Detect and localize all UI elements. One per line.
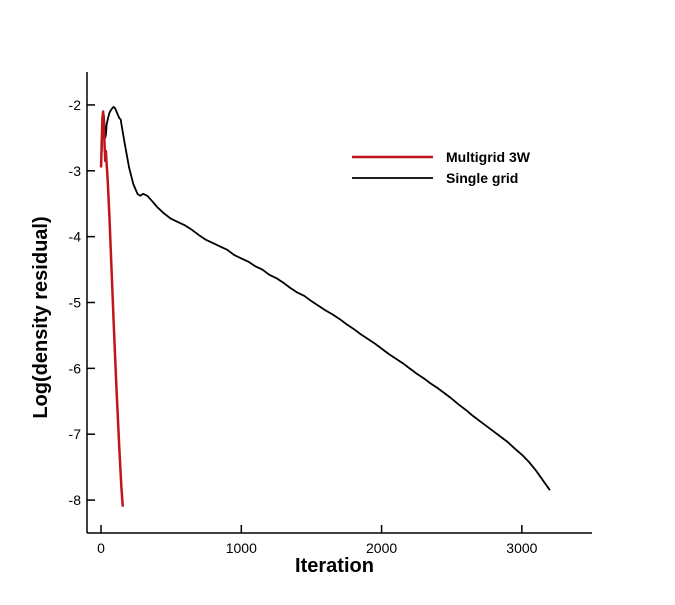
- y-tick-label: -4: [69, 229, 82, 245]
- legend: Multigrid 3W Single grid: [352, 149, 531, 186]
- y-axis-ticks: -2 -3 -4 -5 -6 -7 -8: [69, 97, 95, 508]
- x-tick-label: 0: [97, 540, 105, 556]
- y-tick-label: -6: [69, 360, 82, 376]
- x-axis-ticks: 0 1000 2000 3000: [97, 525, 538, 556]
- x-tick-label: 2000: [366, 540, 397, 556]
- series-group: [99, 106, 551, 507]
- y-tick-label: -5: [69, 295, 82, 311]
- series-line-single-grid: [100, 106, 551, 491]
- x-axis-title: Iteration: [295, 555, 374, 577]
- y-tick-label: -8: [69, 492, 82, 508]
- legend-label-single-grid: Single grid: [446, 170, 518, 186]
- y-tick-label: -7: [69, 426, 82, 442]
- series-line-multigrid-3w: [99, 110, 125, 507]
- y-axis-title: Log(density residual): [30, 216, 52, 418]
- legend-label-multigrid-3w: Multigrid 3W: [446, 149, 531, 165]
- y-tick-label: -2: [69, 97, 82, 113]
- x-tick-label: 1000: [226, 540, 257, 556]
- y-tick-label: -3: [69, 163, 82, 179]
- x-tick-label: 3000: [506, 540, 537, 556]
